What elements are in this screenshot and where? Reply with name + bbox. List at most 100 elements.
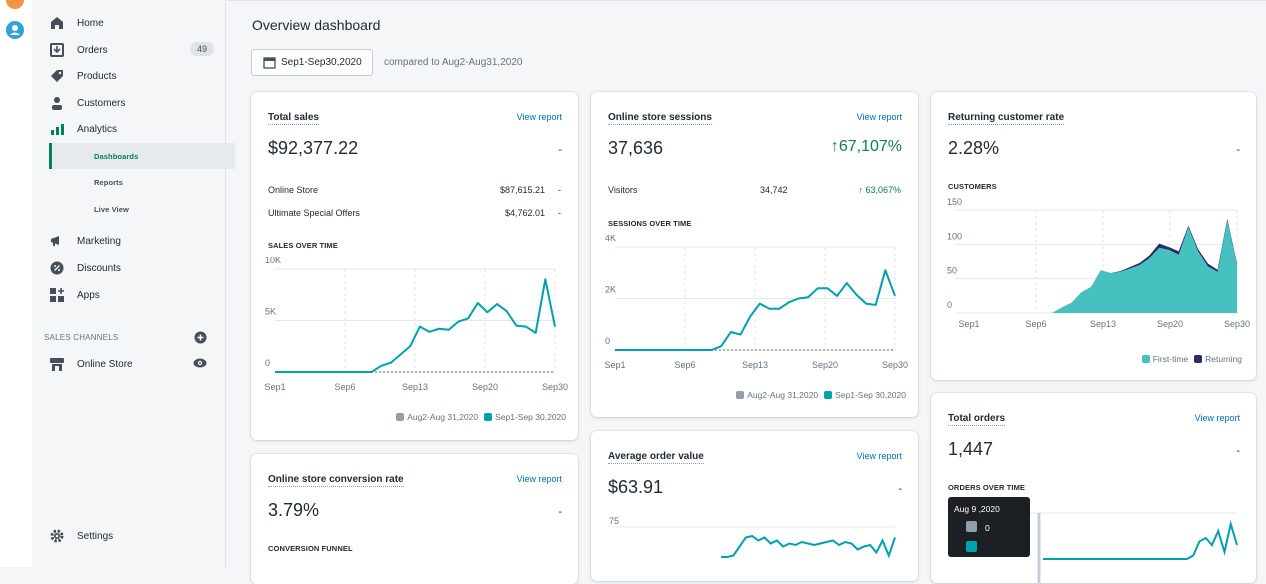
y-tick-label: 10K: [265, 257, 281, 265]
x-tick-label: Sep13: [402, 382, 428, 392]
legend-swatch-first-time: [1141, 355, 1150, 363]
nav-products[interactable]: Products: [32, 63, 218, 89]
metric-change: -: [558, 144, 562, 156]
y-tick-label: 0: [265, 358, 270, 368]
x-tick-label: Sep13: [1090, 319, 1116, 329]
aov-chart: 75: [609, 516, 896, 559]
view-report-link[interactable]: View report: [516, 474, 562, 484]
conversion-rate-card: Online store conversion rate View report…: [251, 454, 578, 584]
row-value: $4,762.01: [504, 208, 545, 218]
x-tick-label: Sep30: [542, 382, 568, 392]
tooltip-swatch: [966, 521, 977, 532]
nav-customers[interactable]: Customers: [32, 90, 218, 116]
x-tick-label: Sep20: [1157, 319, 1183, 329]
metric-value: 37,636: [608, 138, 664, 158]
x-tick-label: Sep13: [742, 360, 768, 370]
customers-chart: 0 50 100 150 Sep1 Sep6 Sep13 Sep20 Sep30: [947, 198, 1250, 329]
app-rail: [0, 0, 32, 567]
y-tick-label: 2K: [605, 285, 616, 295]
view-report-link[interactable]: View report: [856, 451, 902, 461]
app-store-icon[interactable]: [6, 0, 24, 9]
calendar-icon: [263, 57, 276, 69]
nav-apps-label: Apps: [77, 289, 100, 301]
legend-swatch-prev: [736, 391, 745, 399]
chart-title: ORDERS OVER TIME: [948, 483, 1026, 492]
y-tick-label: 50: [947, 266, 957, 276]
x-tick-label: Sep1: [958, 319, 979, 329]
legend-label-current: Sep1-Sep 30,2020: [495, 412, 566, 422]
apps-icon: [50, 288, 64, 302]
chart-legend: Aug2-Aug 31,2020 Sep1-Sep 30,2020: [730, 390, 906, 400]
account-icon[interactable]: [6, 21, 24, 39]
y-tick-label: 4K: [605, 235, 616, 243]
nav-live-view-label: Live View: [94, 204, 129, 214]
series-line-current: [721, 534, 896, 559]
breakdown-row: Visitors 34,742 ↑ 63,067%: [608, 185, 901, 195]
store-icon: [50, 358, 64, 371]
average-order-value-card: Average order value View report $63.91 -…: [591, 431, 918, 581]
area-first-time: [955, 220, 1237, 313]
main-content: Overview dashboard Sep1-Sep30,2020 compa…: [226, 0, 1266, 584]
row-label: Visitors: [608, 185, 638, 195]
sidebar: Home Orders 49 Products Customers Analyt…: [32, 0, 235, 567]
view-report-link[interactable]: View report: [1194, 413, 1240, 423]
tooltip-date: Aug 9 ,2020: [954, 504, 1000, 514]
nav-live-view[interactable]: Live View: [49, 196, 235, 222]
sessions-card: Online store sessions View report 37,636…: [591, 92, 918, 417]
nav-marketing[interactable]: Marketing: [32, 228, 218, 254]
card-title: Average order value: [608, 451, 704, 464]
metric-change: -: [898, 483, 902, 495]
row-label: Online Store: [268, 185, 319, 195]
legend-label-current: Sep1-Sep 30,2020: [835, 390, 906, 400]
legend-label-prev: Aug2-Aug 31,2020: [747, 390, 819, 400]
x-tick-label: Sep6: [674, 360, 695, 370]
returning-customer-card: Returning customer rate 2.28% - CUSTOMER…: [931, 92, 1256, 380]
metric-value: 3.79%: [268, 500, 320, 520]
total-sales-card: Total sales View report $92,377.22 - Onl…: [251, 92, 578, 440]
date-range-button[interactable]: Sep1-Sep30,2020: [251, 49, 373, 76]
tooltip-swatch: [966, 541, 977, 552]
nav-home[interactable]: Home: [32, 10, 218, 36]
legend-swatch-current: [484, 413, 493, 421]
megaphone-icon: [51, 236, 59, 246]
view-report-link[interactable]: View report: [856, 112, 902, 122]
series-line-current: [1043, 520, 1238, 560]
card-title: Returning customer rate: [948, 112, 1065, 125]
nav-analytics[interactable]: Analytics: [32, 116, 218, 142]
x-tick-label: Sep30: [1224, 319, 1250, 329]
person-icon: [52, 97, 62, 110]
nav-orders[interactable]: Orders 49: [32, 37, 218, 63]
metric-change: ↑67,107%: [830, 138, 902, 155]
nav-dashboards[interactable]: Dashboards: [49, 143, 235, 169]
view-report-link[interactable]: View report: [516, 112, 562, 122]
row-value: 34,742: [760, 185, 788, 195]
add-channel-icon[interactable]: [194, 331, 207, 344]
breakdown-row: Online Store $87,615.21 -: [268, 185, 561, 195]
breakdown-row: Ultimate Special Offers $4,762.01 -: [268, 208, 561, 218]
top-border: [0, 0, 1266, 1]
chart-title: SESSIONS OVER TIME: [608, 219, 692, 228]
home-icon: [51, 17, 63, 29]
y-tick-label: 100: [947, 231, 962, 241]
nav-online-store[interactable]: Online Store: [32, 351, 218, 377]
metric-change: -: [1236, 445, 1240, 457]
x-tick-label: Sep20: [812, 360, 838, 370]
card-title: Online store sessions: [608, 112, 712, 125]
y-tick-label: 0: [605, 336, 610, 346]
eye-icon[interactable]: [193, 357, 207, 369]
nav-discounts[interactable]: Discounts: [32, 255, 218, 281]
nav-apps[interactable]: Apps: [32, 282, 218, 308]
chart-tooltip: Aug 9 ,2020 0: [948, 497, 1030, 557]
chart-legend: Aug2-Aug 31,2020 Sep1-Sep 30,2020: [390, 412, 566, 422]
nav-reports[interactable]: Reports: [49, 169, 235, 195]
metric-value: $63.91: [608, 477, 664, 497]
nav-settings-label: Settings: [77, 530, 114, 542]
legend-swatch-current: [824, 391, 833, 399]
nav-settings[interactable]: Settings: [32, 523, 218, 549]
legend-label-returning: Returning: [1205, 354, 1242, 364]
nav-online-store-label: Online Store: [77, 358, 133, 370]
discount-icon: [50, 261, 64, 275]
page-title: Overview dashboard: [252, 17, 381, 33]
metric-value: 2.28%: [948, 138, 1000, 158]
metric-value: 1,447: [948, 439, 994, 459]
